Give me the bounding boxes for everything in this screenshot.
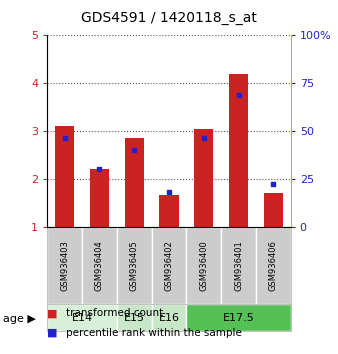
Bar [47,227,82,304]
Point [271,181,276,186]
Bar [160,195,178,227]
Text: transformed count: transformed count [66,308,163,318]
Bar [152,227,186,304]
Text: E16: E16 [159,313,179,323]
Bar [117,304,152,331]
Text: age ▶: age ▶ [3,314,36,324]
Text: GSM936405: GSM936405 [130,240,139,291]
Point [236,92,241,98]
Point [166,189,172,195]
Text: GSM936402: GSM936402 [165,240,173,291]
Text: E14: E14 [72,313,93,323]
Text: GDS4591 / 1420118_s_at: GDS4591 / 1420118_s_at [81,11,257,25]
Text: GSM936400: GSM936400 [199,240,208,291]
Bar [186,227,221,304]
Bar [186,304,291,331]
Text: E15: E15 [124,313,145,323]
Bar [194,129,213,227]
Text: GSM936401: GSM936401 [234,240,243,291]
Bar [152,304,186,331]
Text: E17.5: E17.5 [223,313,255,323]
Text: GSM936404: GSM936404 [95,240,104,291]
Point [97,166,102,172]
Text: GSM936403: GSM936403 [60,240,69,291]
Point [201,135,207,141]
Bar [125,138,144,227]
Text: ■: ■ [47,308,58,318]
Bar [47,304,117,331]
Bar [221,227,256,304]
Bar [256,227,291,304]
Text: GSM936406: GSM936406 [269,240,278,291]
Point [131,147,137,153]
Bar [229,74,248,227]
Point [62,135,67,141]
Bar [117,227,152,304]
Bar [264,193,283,227]
Bar [82,227,117,304]
Bar [90,169,109,227]
Text: percentile rank within the sample: percentile rank within the sample [66,328,242,338]
Bar [55,126,74,227]
Text: ■: ■ [47,328,58,338]
